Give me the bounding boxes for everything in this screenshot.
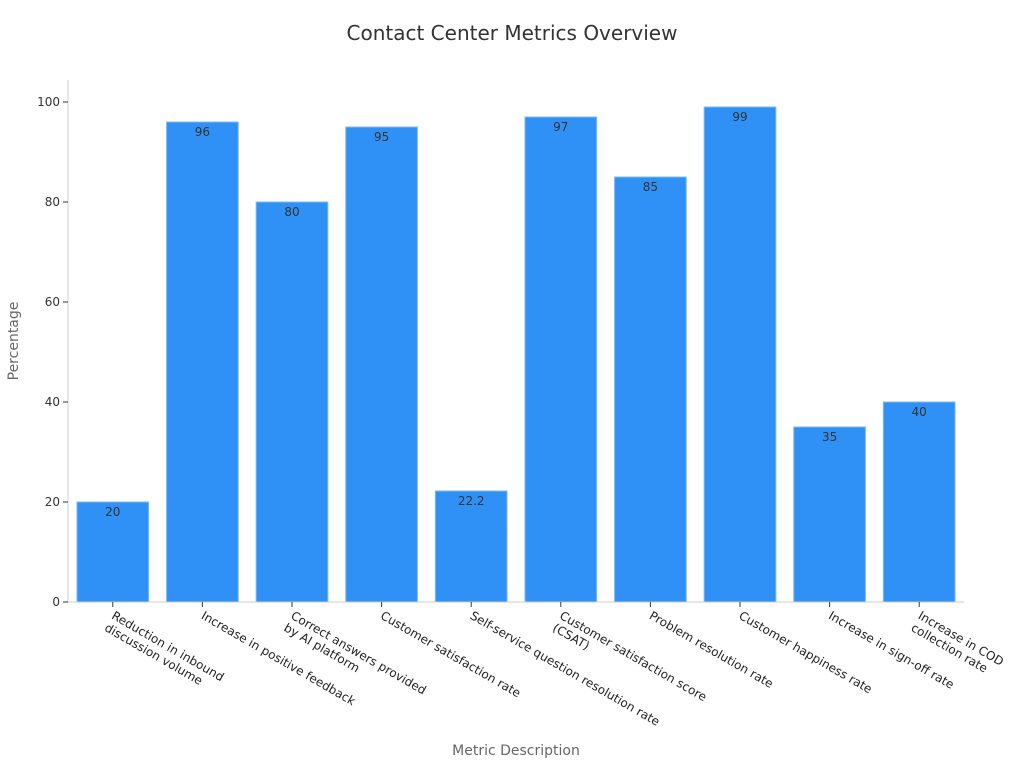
x-tick-label-line: Customer satisfaction score	[557, 608, 709, 704]
y-tick-label: 60	[45, 295, 60, 309]
y-tick-label: 0	[52, 595, 60, 609]
x-axis: Reduction in inbounddiscussion volumeInc…	[68, 601, 1006, 729]
bar-value-label: 99	[732, 110, 747, 124]
bar-value-label: 20	[105, 505, 120, 519]
bar	[703, 106, 777, 603]
y-tick-label: 80	[45, 195, 60, 209]
x-tick-label: Customer satisfaction rate	[378, 608, 523, 700]
bar	[345, 126, 418, 603]
bar-value-label: 85	[643, 180, 658, 194]
bar-value-label: 22.2	[458, 494, 485, 508]
bar-value-label: 35	[822, 430, 837, 444]
x-axis-label: Metric Description	[452, 743, 580, 759]
bar	[524, 116, 598, 603]
bar-value-label: 80	[284, 205, 299, 219]
chart-title: Contact Center Metrics Overview	[347, 21, 678, 45]
bar	[434, 490, 508, 603]
bar-value-label: 97	[553, 120, 568, 134]
y-axis-label: Percentage	[6, 302, 22, 381]
bar	[882, 401, 956, 603]
bar	[166, 121, 239, 603]
bar	[255, 201, 329, 603]
y-tick-label: 100	[37, 95, 60, 109]
bars-layer	[76, 106, 956, 603]
bar-value-label: 96	[195, 125, 210, 139]
bar	[76, 501, 150, 603]
y-tick-label: 40	[45, 395, 60, 409]
x-tick-label-line: Customer satisfaction rate	[378, 608, 523, 700]
y-axis: 0 20 40 60 80 100	[37, 80, 69, 609]
bar	[614, 176, 687, 603]
value-labels-layer: 20 96 80 95 22.2 97 85 99 35 40	[105, 110, 927, 519]
bar	[793, 426, 866, 603]
bar-value-label: 40	[912, 405, 927, 419]
bar-value-label: 95	[374, 130, 389, 144]
y-tick-label: 20	[45, 495, 60, 509]
